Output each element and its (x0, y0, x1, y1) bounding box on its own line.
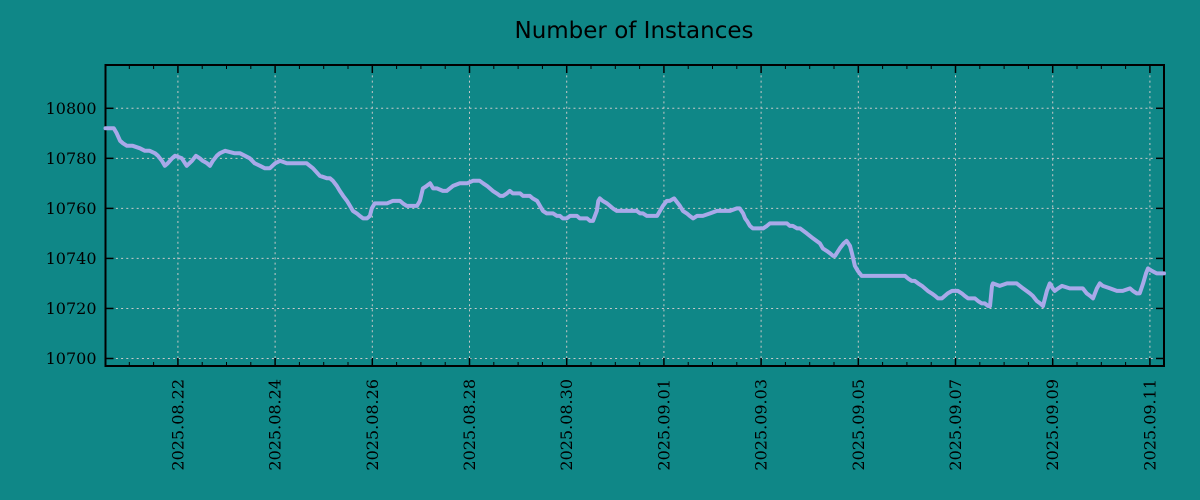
x-axis-tick-label: 2025.09.09 (1043, 379, 1062, 471)
x-axis-tick-label: 2025.09.03 (752, 379, 771, 471)
label-layer: 10700 10720 10740 10760 10780 10800 2025.08.22… (46, 99, 1160, 471)
x-axis-tick-label: 2025.08.26 (363, 379, 382, 471)
plot-border (104, 64, 1165, 367)
x-axis-tick-label: 2025.08.24 (266, 379, 285, 471)
x-axis-tick-label: 2025.08.30 (557, 379, 576, 471)
data-line-instances (103, 126, 1166, 308)
y-axis-tick-label: 10780 (46, 149, 97, 168)
y-axis-tick-label: 10720 (46, 299, 97, 318)
series-layer (103, 126, 1166, 308)
x-axis-tick-label: 2025.09.11 (1140, 379, 1159, 471)
x-axis-tick-label: 2025.09.05 (849, 379, 868, 471)
y-axis-tick-label: 10700 (46, 349, 97, 368)
tick-layer (105, 65, 1164, 366)
grid-layer (105, 65, 1164, 366)
x-axis-tick-label: 2025.08.28 (460, 379, 479, 471)
y-axis-tick-label: 10760 (46, 199, 97, 218)
chart-title: Number of Instances (515, 18, 754, 44)
x-axis-tick-label: 2025.08.22 (168, 379, 187, 471)
x-axis-tick-label: 2025.09.01 (654, 379, 673, 471)
y-axis-tick-label: 10740 (46, 249, 97, 268)
y-axis-tick-label: 10800 (46, 99, 97, 118)
x-axis-tick-label: 2025.09.07 (946, 379, 965, 471)
